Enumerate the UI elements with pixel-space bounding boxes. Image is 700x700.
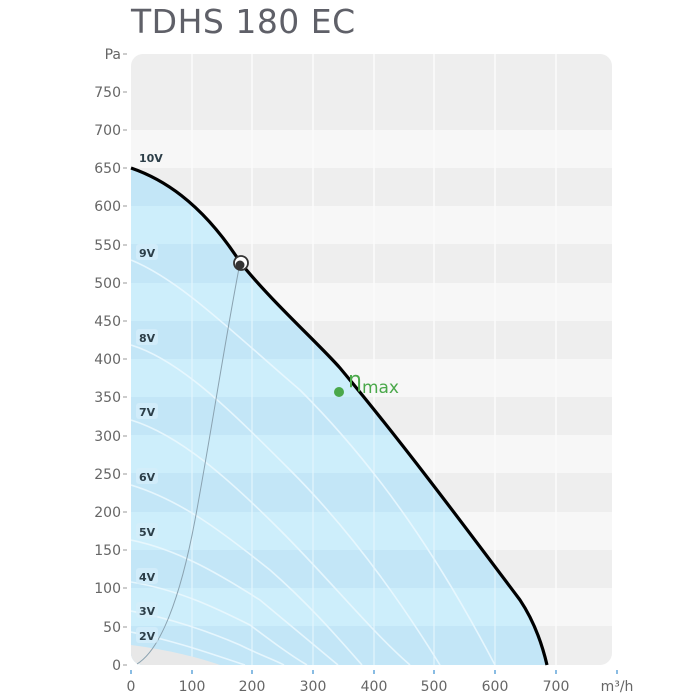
svg-text:150: 150 — [94, 543, 121, 559]
y-axis: Pa 750 700 650 600 550 500 450 400 350 3… — [94, 47, 127, 674]
label-8v: 8V — [139, 332, 156, 345]
label-3v: 3V — [139, 605, 156, 618]
svg-text:500: 500 — [421, 679, 448, 695]
svg-text:300: 300 — [300, 679, 327, 695]
eta-max-label: ηmax — [348, 368, 399, 398]
svg-text:550: 550 — [94, 238, 121, 254]
plot-area — [131, 54, 612, 665]
label-7v: 7V — [139, 406, 156, 419]
svg-text:600: 600 — [94, 199, 121, 215]
svg-text:400: 400 — [94, 352, 121, 368]
curve-8v — [131, 344, 441, 665]
svg-text:250: 250 — [94, 467, 121, 483]
curve-9v — [131, 259, 496, 665]
x-axis-unit: m³/h — [601, 679, 634, 695]
svg-text:750: 750 — [94, 85, 121, 101]
label-5v: 5V — [139, 526, 156, 539]
operating-point-marker[interactable] — [233, 255, 249, 271]
y-axis-unit: Pa — [105, 47, 121, 63]
svg-text:100: 100 — [94, 581, 121, 597]
svg-text:200: 200 — [239, 679, 266, 695]
curve-4v — [131, 581, 308, 665]
svg-text:100: 100 — [179, 679, 206, 695]
chart-title: TDHS 180 EC — [131, 2, 356, 41]
curve-10v — [130, 166, 549, 666]
svg-text:0: 0 — [127, 679, 136, 695]
svg-text:700: 700 — [94, 123, 121, 139]
svg-text:200: 200 — [94, 505, 121, 521]
svg-text:50: 50 — [103, 620, 121, 636]
curve-3v — [131, 610, 285, 665]
curve-7v — [131, 419, 411, 665]
svg-text:650: 650 — [94, 161, 121, 177]
curve-6v — [131, 484, 363, 665]
curve-5v — [131, 539, 339, 665]
label-6v: 6V — [139, 471, 156, 484]
system-curve — [136, 262, 241, 665]
svg-text:600: 600 — [482, 679, 509, 695]
voltage-labels: 10V 9V 8V 7V 6V 5V 4V 3V 2V — [136, 152, 163, 643]
eta-max-marker — [334, 387, 344, 397]
svg-text:350: 350 — [94, 390, 121, 406]
svg-text:450: 450 — [94, 314, 121, 330]
stall-region — [131, 645, 220, 665]
label-2v: 2V — [139, 630, 156, 643]
label-4v: 4V — [139, 571, 156, 584]
label-10v: 10V — [139, 152, 163, 165]
svg-text:500: 500 — [94, 276, 121, 292]
x-axis: 0 100 200 300 400 500 600 700 m³/h — [127, 670, 634, 695]
svg-text:400: 400 — [361, 679, 388, 695]
svg-text:300: 300 — [94, 429, 121, 445]
label-9v: 9V — [139, 247, 156, 260]
svg-text:0: 0 — [112, 658, 121, 674]
svg-text:700: 700 — [543, 679, 570, 695]
